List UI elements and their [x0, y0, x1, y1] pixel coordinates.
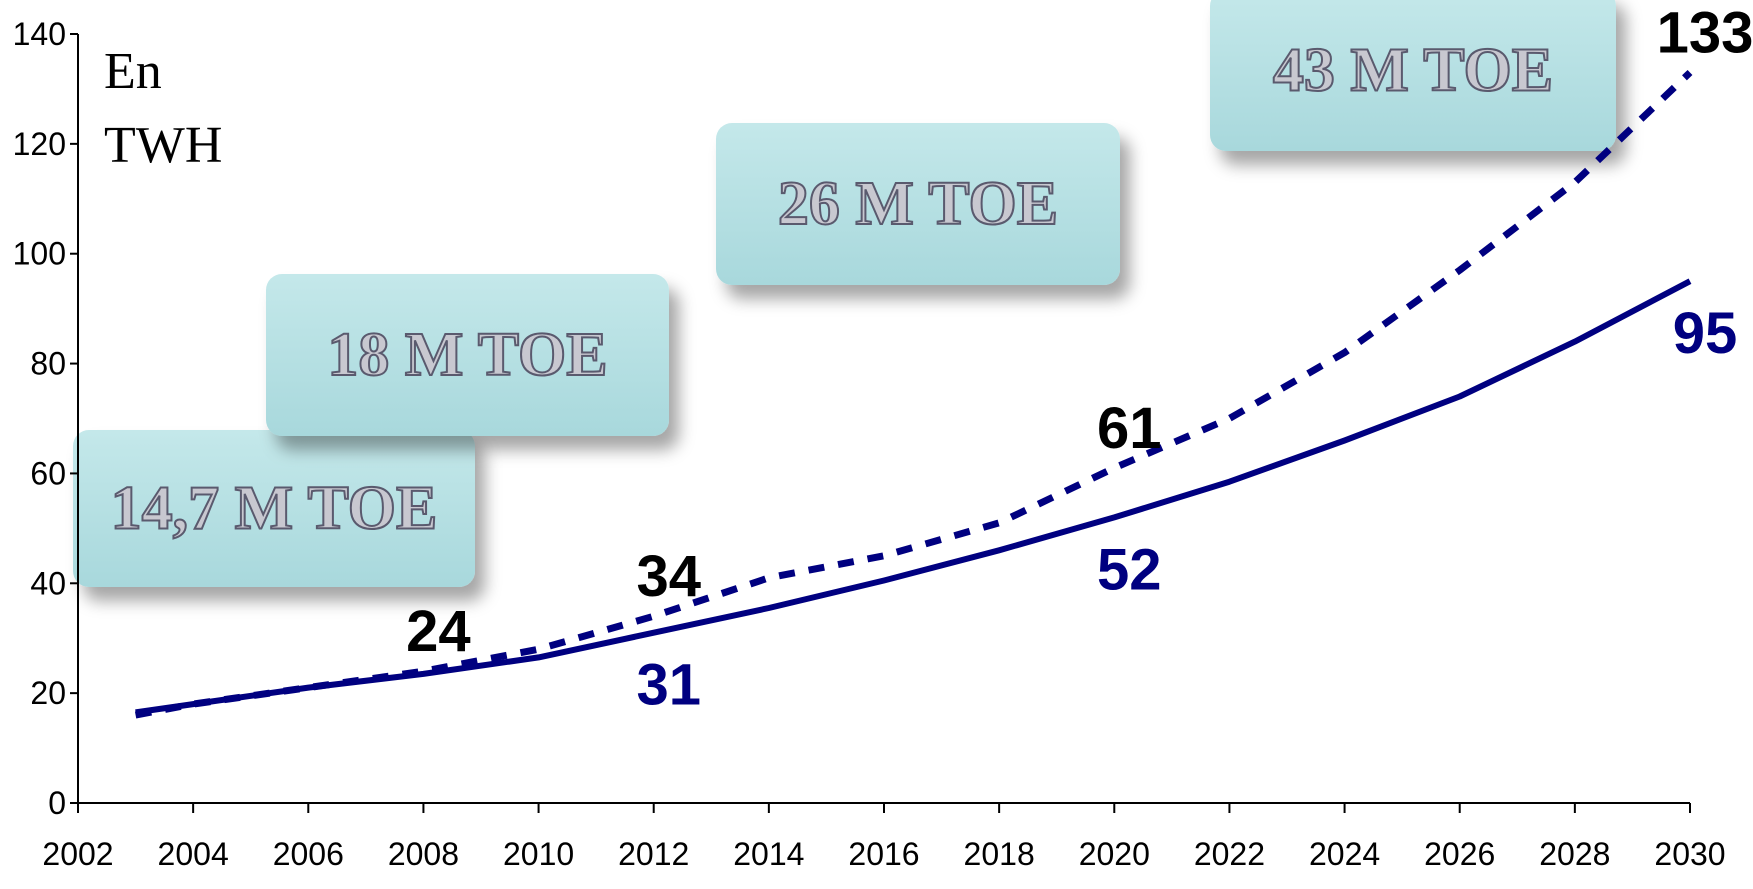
x-tick-label: 2008: [388, 836, 459, 872]
annotation-box: [266, 274, 669, 436]
x-tick-label: 2002: [42, 836, 113, 872]
data-label: 95: [1673, 301, 1738, 366]
y-tick-label: 140: [13, 16, 66, 52]
y-tick-label: 60: [30, 455, 66, 491]
annotation-text: 18 M TOE: [327, 321, 607, 389]
annotation-text: 26 M TOE: [778, 170, 1058, 238]
data-label: 34: [636, 544, 701, 609]
x-tick-label: 2026: [1424, 836, 1495, 872]
annotation-text: 43 M TOE: [1273, 37, 1553, 105]
annotation-text: 14,7 M TOE: [111, 475, 438, 543]
y-tick-label: 20: [30, 675, 66, 711]
y-axis-label: TWH: [104, 117, 222, 174]
x-tick-label: 2030: [1654, 836, 1725, 872]
annotation-box: [1210, 0, 1616, 151]
y-axis-label: En: [104, 43, 162, 100]
y-tick-label: 120: [13, 126, 66, 162]
y-tick-label: 40: [30, 565, 66, 601]
data-label: 24: [406, 599, 471, 664]
data-label: 133: [1657, 0, 1753, 65]
x-tick-label: 2004: [158, 836, 229, 872]
series-line: [134, 69, 1693, 719]
data-label: 52: [1097, 537, 1162, 602]
annotation-box: [73, 430, 475, 587]
x-tick-label: 2010: [503, 836, 574, 872]
x-tick-label: 2024: [1309, 836, 1380, 872]
x-tick-label: 2014: [733, 836, 804, 872]
y-tick-label: 100: [13, 236, 66, 272]
x-tick-label: 2028: [1539, 836, 1610, 872]
x-tick-label: 2020: [1079, 836, 1150, 872]
x-tick-label: 2016: [848, 836, 919, 872]
y-tick-label: 80: [30, 346, 66, 382]
x-tick-label: 2006: [273, 836, 344, 872]
x-tick-label: 2022: [1194, 836, 1265, 872]
x-tick-label: 2018: [964, 836, 1035, 872]
x-tick-label: 2012: [618, 836, 689, 872]
y-tick-label: 0: [48, 785, 66, 821]
annotation-box: [716, 123, 1120, 285]
data-label: 31: [636, 653, 701, 718]
data-label: 61: [1097, 396, 1162, 461]
